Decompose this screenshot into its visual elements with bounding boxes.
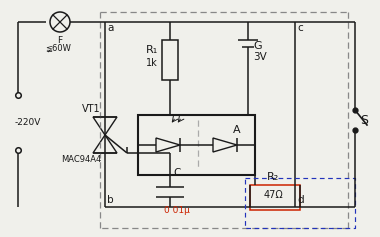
Text: c: c bbox=[297, 23, 303, 33]
Text: S: S bbox=[360, 114, 368, 127]
Text: F: F bbox=[57, 36, 63, 45]
Text: b: b bbox=[107, 195, 114, 205]
Text: 1k: 1k bbox=[146, 58, 158, 68]
Text: MAC94A4: MAC94A4 bbox=[61, 155, 101, 164]
Text: 0 01μ: 0 01μ bbox=[164, 206, 190, 215]
Text: R₂: R₂ bbox=[267, 172, 279, 182]
Text: C: C bbox=[173, 168, 180, 178]
Text: 47Ω: 47Ω bbox=[263, 190, 283, 200]
Text: VT1: VT1 bbox=[82, 104, 101, 114]
Text: ≨60W: ≨60W bbox=[45, 44, 71, 53]
Bar bbox=[138, 115, 255, 175]
Bar bbox=[250, 185, 300, 210]
Text: R₁: R₁ bbox=[146, 45, 158, 55]
Bar bbox=[162, 40, 178, 80]
Text: a: a bbox=[107, 23, 113, 33]
Text: A: A bbox=[233, 125, 241, 135]
Text: -220V: -220V bbox=[15, 118, 41, 127]
Text: d: d bbox=[297, 195, 304, 205]
Text: G: G bbox=[253, 41, 261, 51]
Text: 3V: 3V bbox=[253, 52, 267, 62]
